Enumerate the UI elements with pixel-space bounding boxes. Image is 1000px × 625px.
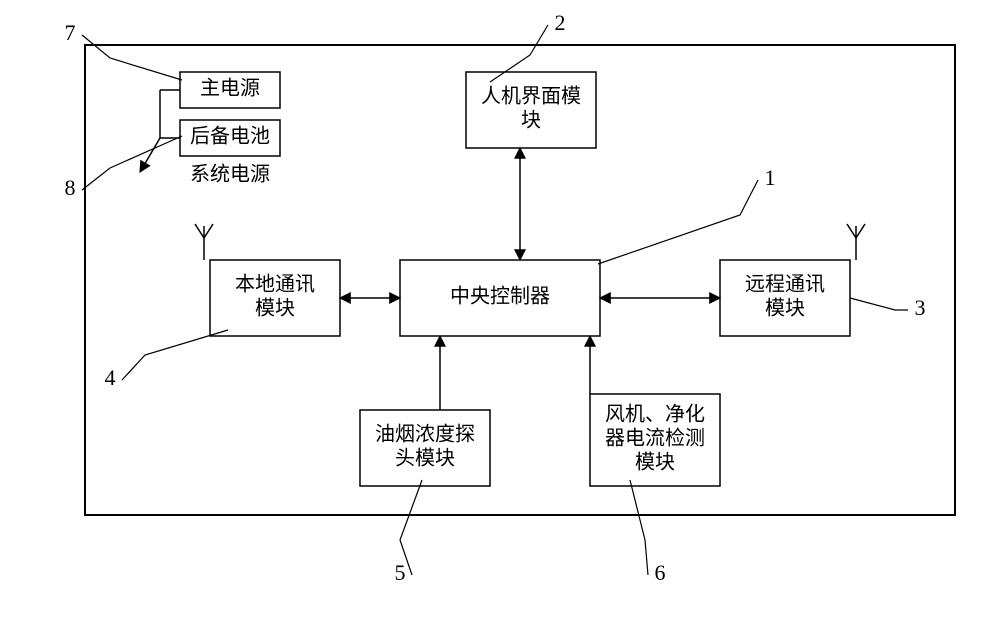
callout-7: 7: [65, 20, 76, 45]
system-power-label: 系统电源: [190, 163, 270, 186]
leader-4: [122, 330, 228, 380]
callout-8: 8: [65, 175, 76, 200]
callout-4: 4: [105, 365, 116, 390]
box-remote_comm-label-0: 远程通讯: [745, 273, 825, 296]
box-local_comm-label-1: 模块: [255, 297, 295, 320]
box-smoke_probe-label-0: 油烟浓度探: [375, 423, 475, 446]
box-fan_current-label-2: 模块: [635, 451, 675, 474]
box-backup_batt-label: 后备电池: [190, 125, 270, 148]
box-local_comm-label-0: 本地通讯: [235, 273, 315, 296]
box-hmi-label-1: 块: [521, 109, 541, 132]
box-hmi-label-0: 人机界面模: [481, 85, 581, 108]
callout-3: 3: [915, 295, 926, 320]
system-block-diagram: 主电源后备电池人机界面模块中央控制器本地通讯模块远程通讯模块油烟浓度探头模块风机…: [0, 0, 1000, 625]
leader-1: [598, 180, 758, 264]
leader-7: [82, 35, 182, 80]
callout-5: 5: [395, 560, 406, 585]
box-central-label: 中央控制器: [450, 285, 550, 308]
leader-6: [630, 480, 648, 575]
callout-2: 2: [555, 10, 566, 35]
box-smoke_probe-label-1: 头模块: [395, 447, 455, 470]
box-fan_current-label-0: 风机、净化: [605, 403, 705, 426]
box-remote_comm-label-1: 模块: [765, 297, 805, 320]
leader-3: [850, 298, 908, 310]
box-fan_current-label-1: 器电流检测: [605, 427, 705, 450]
box-main_power-label: 主电源: [200, 77, 260, 100]
leader-8: [82, 136, 182, 190]
callout-6: 6: [655, 560, 666, 585]
callout-1: 1: [765, 165, 776, 190]
